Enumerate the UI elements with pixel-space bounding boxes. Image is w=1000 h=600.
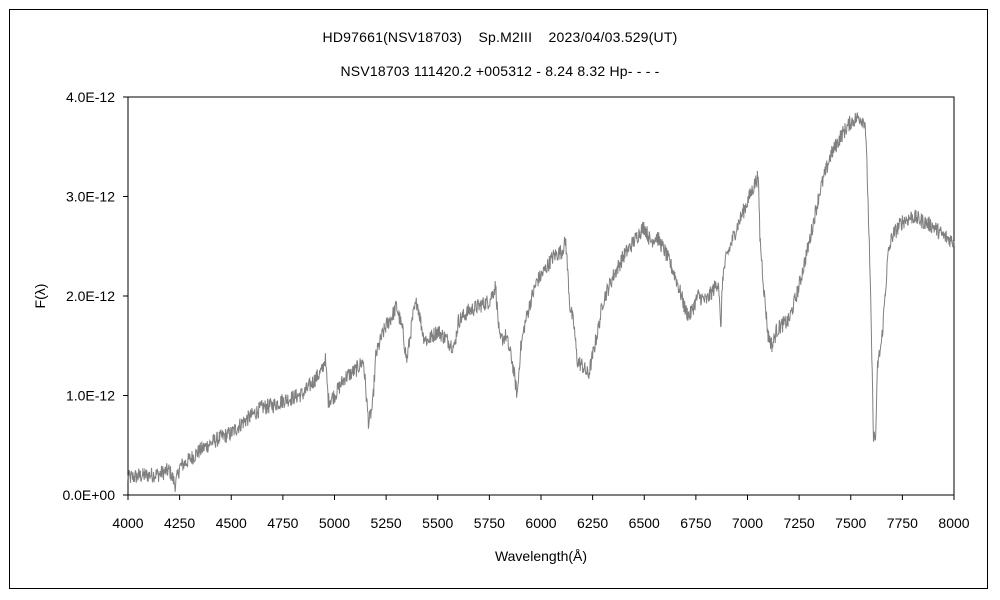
spectrum-series-line	[127, 112, 955, 492]
x-tick-label: 4750	[267, 515, 298, 531]
y-axis: 0.0E+00 1.0E-12 2.0E-12 3.0E-12 4.0E-12	[62, 89, 128, 503]
y-tick-label: 2.0E-12	[66, 288, 115, 304]
x-tick-label: 4250	[164, 515, 195, 531]
x-axis-label: Wavelength(Å)	[495, 548, 587, 564]
x-tick-label: 7500	[835, 515, 866, 531]
x-tick-label: 6250	[577, 515, 608, 531]
x-tick-label: 7250	[784, 515, 815, 531]
y-axis-label: F(λ)	[32, 284, 48, 309]
x-tick-label: 8000	[938, 515, 969, 531]
x-tick-label: 6500	[629, 515, 660, 531]
chart-subtitle: NSV18703 111420.2 +005312 - 8.24 8.32 Hp…	[340, 63, 660, 79]
x-tick-label: 7000	[732, 515, 763, 531]
x-tick-label: 5000	[319, 515, 350, 531]
y-tick-label: 4.0E-12	[66, 89, 115, 105]
x-tick-label: 5250	[371, 515, 402, 531]
x-tick-label: 5750	[474, 515, 505, 531]
x-tick-label: 6000	[525, 515, 556, 531]
chart-frame	[9, 9, 988, 589]
y-tick-label: 1.0E-12	[66, 388, 115, 404]
x-tick-label: 5500	[422, 515, 453, 531]
chart-title: HD97661(NSV18703) Sp.M2III 2023/04/03.52…	[322, 29, 678, 45]
x-tick-label: 4500	[216, 515, 247, 531]
y-tick-label: 0.0E+00	[62, 487, 115, 503]
x-tick-label: 4000	[112, 515, 143, 531]
y-tick-label: 3.0E-12	[66, 189, 115, 205]
x-tick-label: 6750	[680, 515, 711, 531]
x-tick-label: 7750	[887, 515, 918, 531]
x-axis: 4000 4250 4500 4750 5000 5250 5500 5750 6000 6250…	[112, 495, 970, 531]
